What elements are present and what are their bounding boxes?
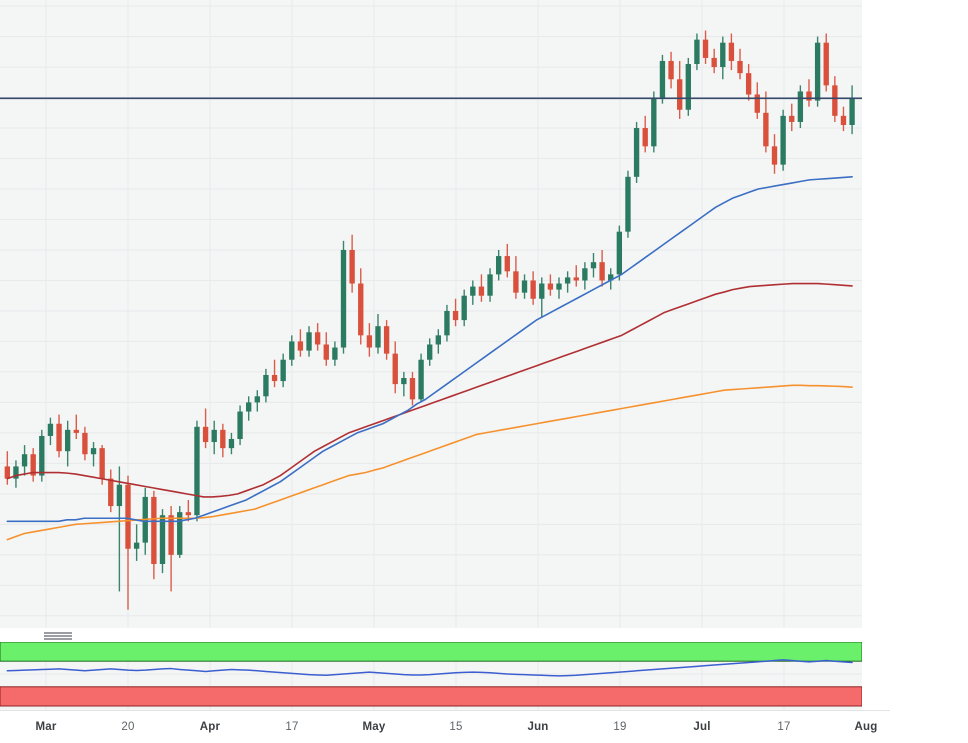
time-axis-date-label: 17 xyxy=(285,721,299,733)
time-axis[interactable]: Mar 20 Apr 17 May 15 Jun 19 Jul 17 Aug xyxy=(0,710,968,743)
rsi-top-gap xyxy=(0,628,862,642)
time-axis-month-label: May xyxy=(362,721,386,733)
rsi-plot-area[interactable] xyxy=(0,628,867,710)
time-axis-date-label: 19 xyxy=(613,721,627,733)
time-axis-date-label: 15 xyxy=(449,721,463,733)
time-axis-date-label: 20 xyxy=(121,721,135,733)
time-axis-month-label: Aug xyxy=(854,721,878,733)
panel-resize-grip-icon[interactable] xyxy=(44,632,72,641)
price-plot-svg xyxy=(0,0,862,628)
time-axis-month-label: Mar xyxy=(35,721,57,733)
time-axis-month-label: Apr xyxy=(199,721,221,733)
rsi-plot-svg xyxy=(0,628,867,710)
rsi-axis[interactable]: 50.00000.0000 xyxy=(862,628,968,710)
rsi-panel: 50.00000.0000 xyxy=(0,628,968,710)
price-axis[interactable]: 159.0000158.0000157.0000155.0000154.0000… xyxy=(862,0,968,628)
time-axis-date-label: 17 xyxy=(777,721,791,733)
time-axis-month-label: Jun xyxy=(527,721,549,733)
time-axis-month-label: Jul xyxy=(693,721,711,733)
time-axis-divider xyxy=(0,710,890,711)
price-plot-area[interactable] xyxy=(0,0,862,628)
